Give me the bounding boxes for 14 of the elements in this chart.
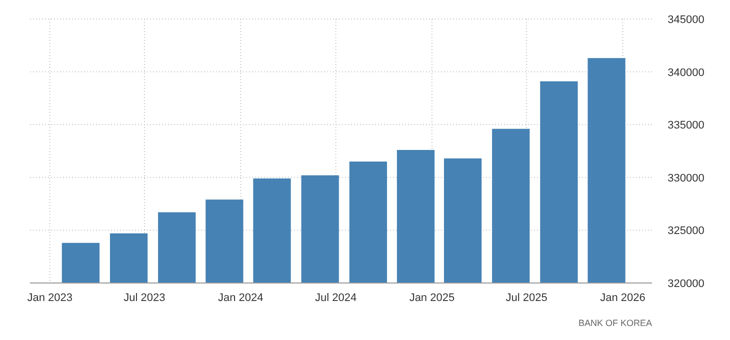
x-tick-label: Jan 2023 xyxy=(27,292,72,304)
x-tick-label: Jan 2025 xyxy=(409,292,455,304)
x-tick-label: Jan 2024 xyxy=(218,292,264,304)
y-tick-label: 335000 xyxy=(668,120,704,132)
y-tick-label: 345000 xyxy=(668,14,704,26)
x-tick-label: Jul 2024 xyxy=(314,292,357,304)
y-tick-label: 330000 xyxy=(668,172,704,184)
y-tick-label: 325000 xyxy=(668,225,704,238)
y-tick-label: 340000 xyxy=(668,66,704,79)
x-tick-label: Jul 2025 xyxy=(506,292,548,304)
x-tick-label: Jul 2023 xyxy=(124,292,166,304)
y-tick-label: 320000 xyxy=(668,278,704,290)
x-tick-label: Jan 2026 xyxy=(600,292,646,304)
text: BANK OF KOREA xyxy=(578,318,652,328)
